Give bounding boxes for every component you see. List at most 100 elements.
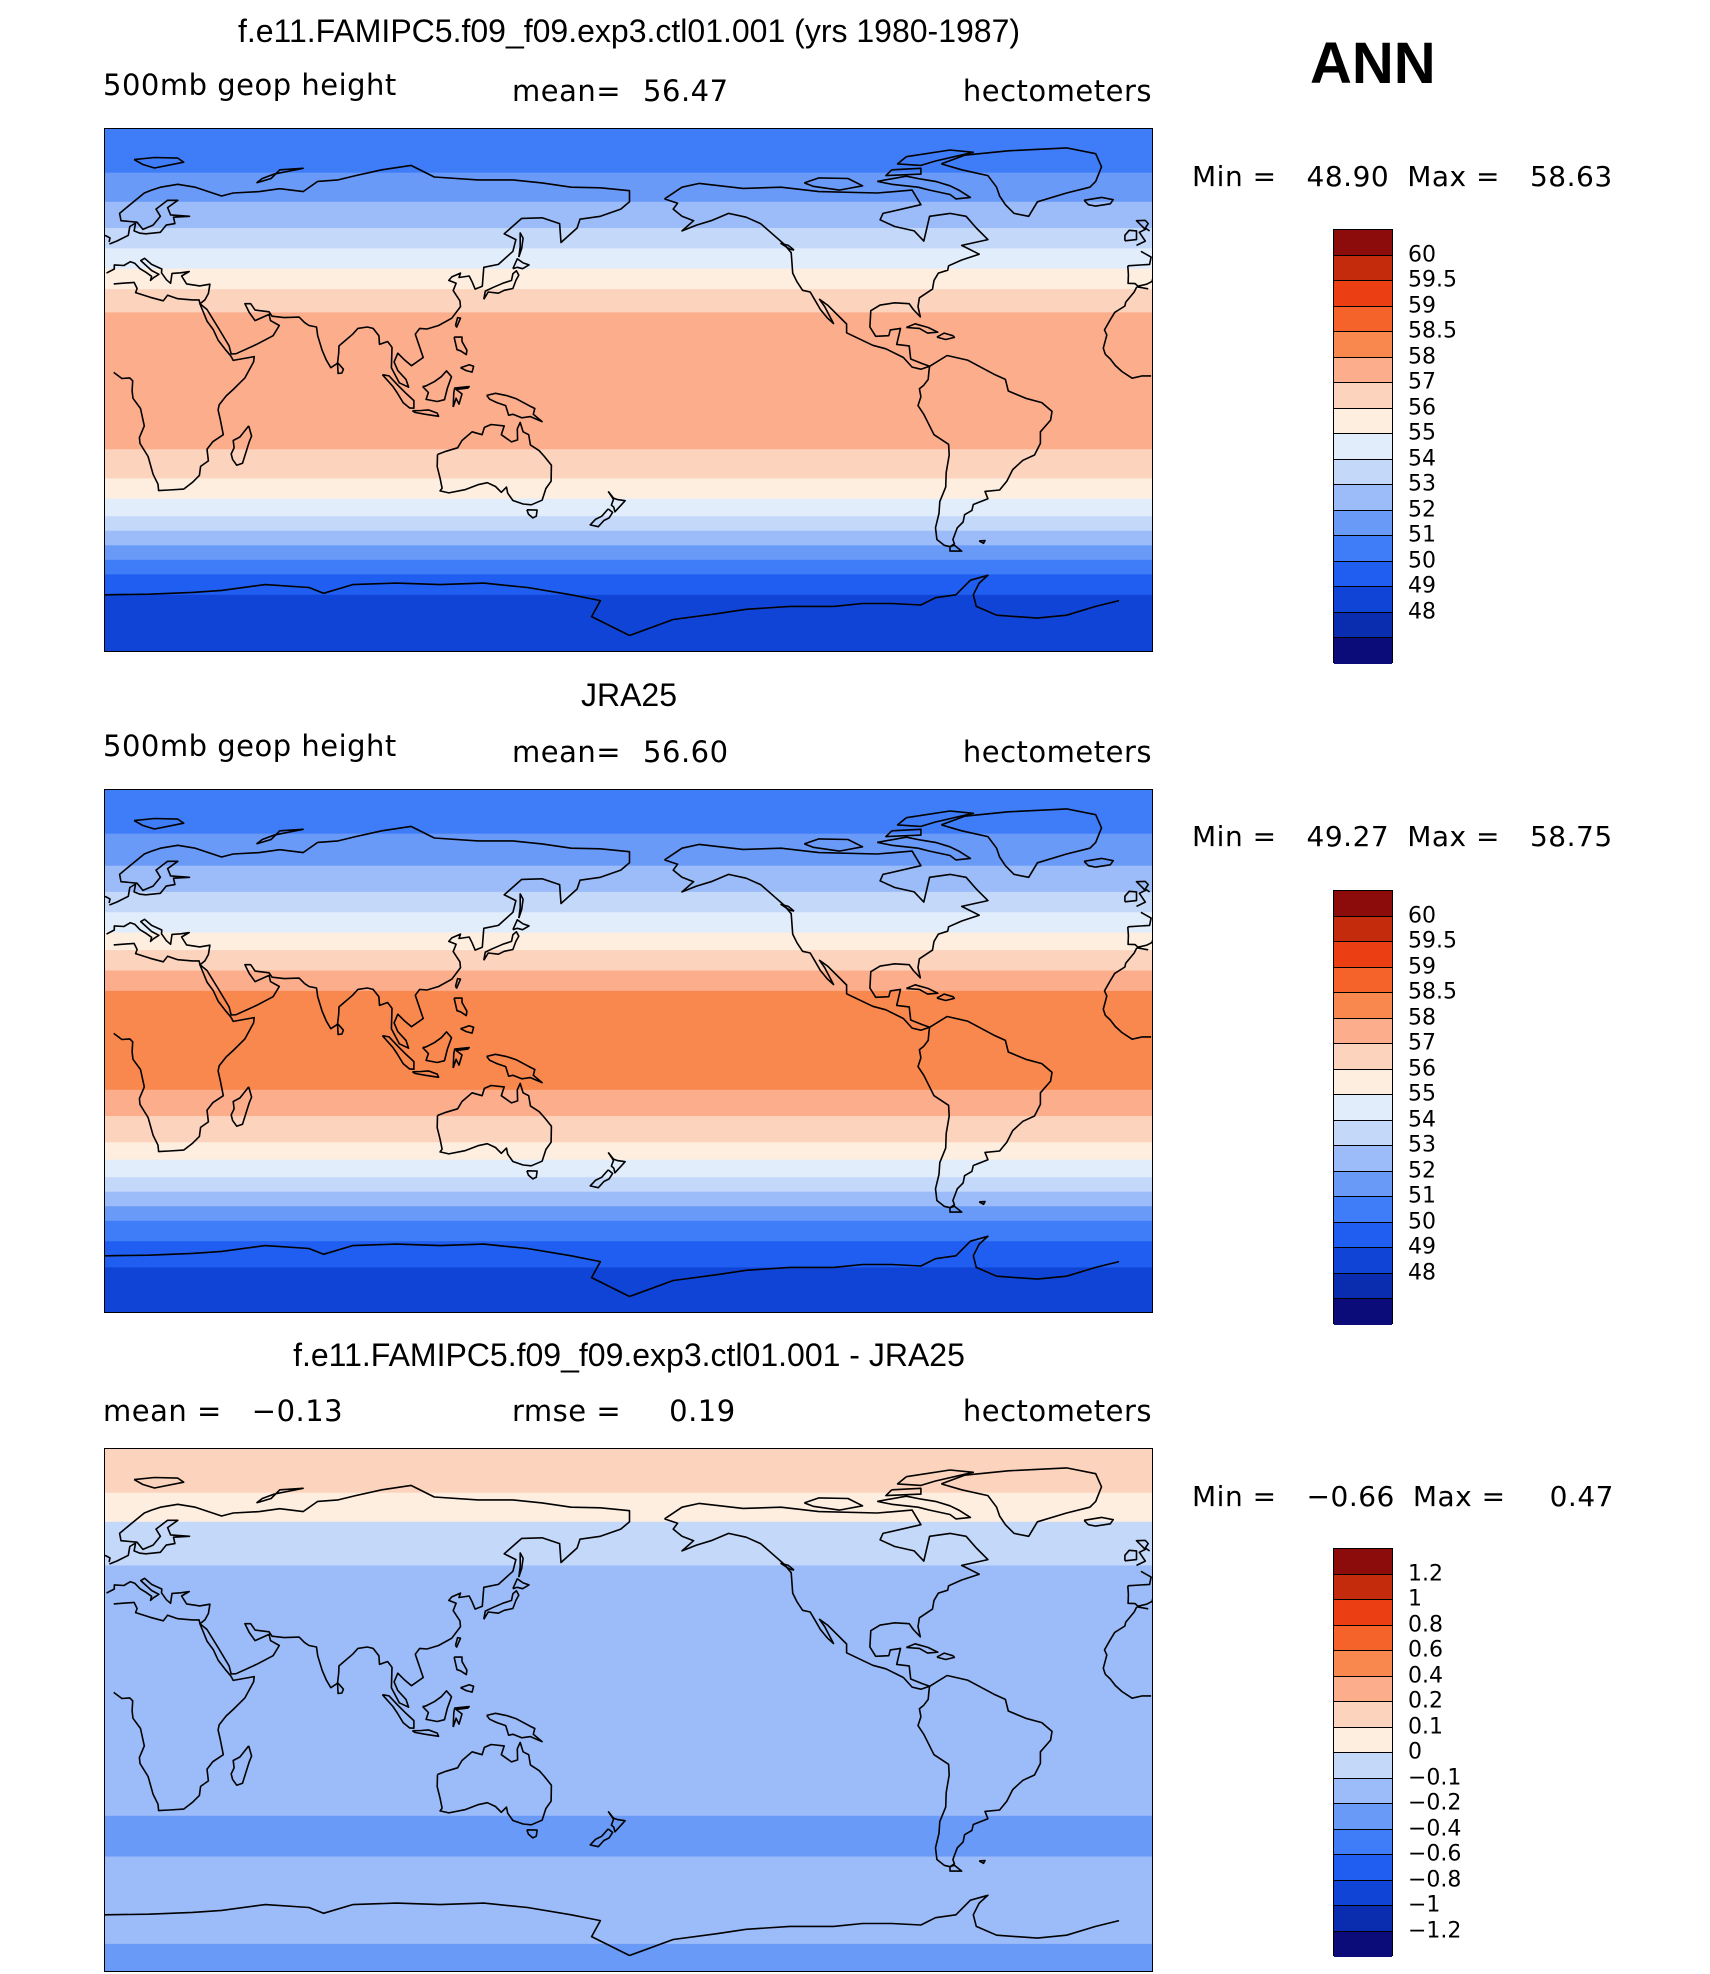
rmse-readout: rmse = 0.19 [512, 1394, 736, 1428]
colorbar-box [1334, 942, 1392, 968]
contour-band [105, 227, 1152, 249]
coastline [133, 817, 185, 830]
colorbar-tick-label: 54 [1408, 1107, 1436, 1132]
coastline [1083, 857, 1114, 868]
coastline [133, 156, 185, 169]
contour-band [105, 530, 1152, 546]
colorbar-box [1334, 408, 1392, 434]
contour-band [105, 1089, 1152, 1117]
coastline [452, 1046, 470, 1069]
colorbar-tick-label: 0.8 [1408, 1612, 1443, 1637]
coastline [804, 177, 864, 191]
contour-band [105, 1206, 1152, 1222]
coastline [411, 1070, 440, 1079]
min-label: Min = [1192, 160, 1277, 193]
coastline [422, 370, 453, 403]
max-label: Max = [1407, 820, 1500, 853]
coastline [936, 332, 956, 341]
map-svg-diff [105, 1449, 1152, 1971]
colorbar-tick-label: 58.5 [1408, 979, 1457, 1005]
coastline [877, 1495, 972, 1520]
coastline [436, 1741, 553, 1826]
coastline [436, 421, 553, 506]
colorbar-tick-label: 1 [1408, 1586, 1422, 1612]
coastline [113, 281, 1152, 492]
coastline [486, 1053, 543, 1084]
contour-band [105, 1116, 1152, 1143]
coastline [1124, 1549, 1138, 1562]
colorbar-box [1334, 587, 1392, 613]
contour-band [105, 1142, 1152, 1161]
coastline [436, 1082, 553, 1167]
colorbar-box [1334, 1906, 1392, 1932]
colorbar-tick-label: 0.2 [1408, 1688, 1443, 1714]
colorbar-tick-label: 58.5 [1408, 318, 1457, 344]
coastline [106, 1484, 1152, 1708]
coastline [105, 1894, 1120, 1957]
coastline [256, 167, 304, 184]
map-diff [104, 1448, 1153, 1972]
contour-band [105, 1943, 1152, 1971]
colorbar-tick-label: 53 [1408, 471, 1436, 497]
colorbar-box [1334, 459, 1392, 485]
coastline [230, 1086, 253, 1127]
coastline [460, 1684, 475, 1693]
coastline [106, 164, 1152, 388]
panel-title: JRA25 [580, 677, 678, 713]
contour-band [105, 594, 1152, 651]
colorbar-box [1334, 1018, 1392, 1044]
contour-band [105, 1492, 1152, 1523]
coastline [885, 167, 922, 177]
coastline [105, 574, 1120, 637]
colorbar-tick-label: −1.2 [1408, 1918, 1462, 1943]
coastline [452, 1705, 470, 1728]
mean-label: mean = [103, 1394, 222, 1428]
coastline [230, 1745, 253, 1786]
mean-label: mean= [512, 74, 622, 108]
colorbar-tick-label: 59 [1408, 954, 1436, 979]
coastline [780, 1562, 795, 1571]
colorbar-tick-label: 58 [1408, 344, 1436, 369]
coastline [885, 1487, 922, 1497]
colorbar-box [1334, 1171, 1392, 1197]
colorbar-box [1334, 357, 1392, 383]
coastline [664, 1502, 989, 1690]
coastline [105, 1539, 1151, 1567]
colorbar-box [1334, 1727, 1392, 1753]
coastline [411, 409, 440, 418]
coastline [518, 893, 524, 919]
contour-band [105, 1220, 1152, 1242]
coastline [589, 508, 614, 528]
mean-value: 56.47 [643, 74, 729, 108]
coastline [1124, 890, 1138, 903]
colorbar-tick-label: 51 [1408, 522, 1436, 548]
colorbar-tick-label: −0.8 [1408, 1867, 1462, 1892]
coastline [917, 1674, 1053, 1868]
colorbar-box [1334, 255, 1392, 281]
season-label: ANN [1310, 31, 1436, 96]
colorbar-model [1333, 229, 1393, 664]
coastline [381, 1034, 415, 1070]
colorbar-box [1334, 1855, 1392, 1881]
coastline [607, 1810, 626, 1833]
colorbar-box [1334, 638, 1392, 664]
colorbar-tick-label: 51 [1408, 1183, 1436, 1209]
colorbar-box [1334, 1222, 1392, 1248]
mean-readout: mean= 56.47 [512, 74, 729, 108]
colorbar-tick-label: 50 [1408, 1209, 1436, 1234]
colorbar-box [1334, 891, 1392, 917]
colorbar-tick-label: −0.6 [1408, 1841, 1462, 1867]
coastline [518, 1552, 524, 1578]
coastline [486, 1712, 543, 1743]
colorbar-tick-label: 58 [1408, 1005, 1436, 1030]
colorbar-box [1334, 1804, 1392, 1830]
coastline [1083, 196, 1114, 207]
coastline [460, 364, 475, 373]
colorbar-box [1334, 1146, 1392, 1172]
colorbar-tick-label: 55 [1408, 1081, 1436, 1107]
coastline [589, 1169, 614, 1189]
contour-band [105, 201, 1152, 229]
coastline [664, 182, 989, 370]
coastline [336, 361, 345, 375]
colorbar-box [1334, 230, 1392, 256]
